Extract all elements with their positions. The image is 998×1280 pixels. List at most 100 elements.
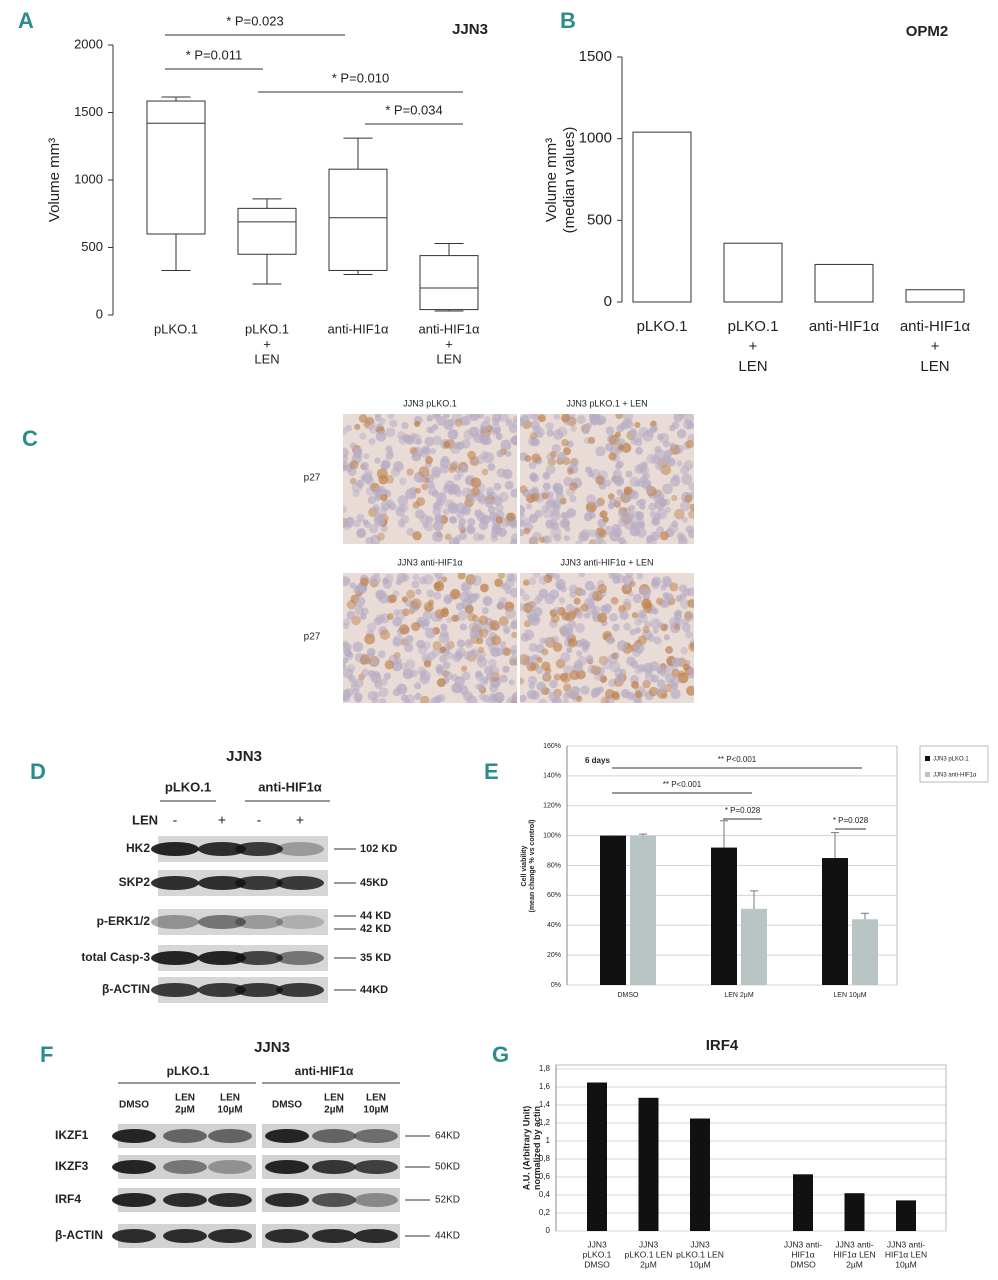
ihc-image (520, 414, 694, 544)
y-axis-label: A.U. (Arbitrary Unit) (521, 1106, 531, 1191)
cell (649, 661, 660, 672)
y-tick-label: 60% (547, 892, 561, 899)
band (151, 876, 199, 890)
cell (431, 466, 442, 477)
size-label: 35 KD (360, 952, 391, 964)
x-tick-label: anti-HIF1α (900, 318, 971, 335)
panel-letter: G (492, 1042, 509, 1067)
box (419, 255, 479, 311)
cell (614, 431, 621, 438)
band (276, 915, 324, 929)
cell (436, 492, 448, 504)
cell (569, 495, 577, 503)
blot-title: JJN3 (226, 748, 262, 765)
cell (563, 683, 572, 692)
cell (397, 504, 406, 513)
image-label: JJN3 pLKO.1 + LEN (566, 398, 647, 408)
cell (465, 638, 473, 646)
cell (685, 630, 694, 639)
cell (616, 640, 628, 651)
band (276, 951, 324, 965)
cell (578, 573, 586, 578)
cell (679, 500, 691, 512)
cell (618, 516, 629, 527)
cell (373, 617, 382, 626)
cell (570, 425, 578, 432)
cell (650, 531, 660, 541)
cell (631, 680, 640, 689)
cell (523, 629, 535, 641)
cell (432, 531, 444, 543)
cell (502, 625, 511, 633)
row-label: total Casp-3 (81, 950, 150, 964)
cell (639, 465, 650, 475)
y-tick-label: 1,8 (539, 1064, 551, 1073)
cell (670, 688, 681, 700)
cell (511, 434, 517, 443)
cell (422, 641, 431, 650)
cell (389, 419, 398, 428)
bar (793, 1174, 813, 1231)
cell (464, 498, 474, 508)
cell (544, 593, 556, 605)
whisker-lower (252, 254, 282, 285)
x-tick-label: DMSO (618, 992, 640, 999)
cell (415, 588, 422, 595)
significance-label: ** P<0.001 (663, 780, 702, 789)
cell (622, 414, 634, 422)
error-bar (639, 833, 647, 836)
size-label: 44KD (360, 984, 388, 996)
cell (607, 502, 615, 510)
cell (548, 691, 559, 702)
cell (406, 635, 414, 642)
y-axis-label: normalized by actin (532, 1106, 542, 1190)
cell (487, 506, 496, 514)
cell (502, 647, 512, 656)
cell (565, 690, 573, 697)
cell (683, 460, 694, 471)
cell (367, 495, 377, 505)
band (198, 876, 246, 890)
cell (531, 486, 539, 494)
error-bar (831, 832, 839, 859)
cell (414, 682, 422, 690)
cell (446, 651, 454, 660)
cell (424, 604, 434, 613)
cell (436, 678, 446, 688)
cell (443, 440, 451, 449)
ihc-image (343, 573, 517, 703)
cell (343, 521, 352, 531)
cell (597, 584, 607, 594)
band (235, 983, 283, 997)
cell (569, 482, 578, 491)
cell (363, 521, 372, 529)
cell (380, 493, 388, 502)
band (112, 1129, 156, 1143)
cell (591, 691, 598, 699)
cell (397, 495, 409, 506)
band (112, 1160, 156, 1174)
cell (485, 672, 494, 681)
x-tick-label: + (263, 336, 271, 351)
cell (678, 670, 686, 678)
band (235, 876, 283, 890)
cell (588, 414, 597, 420)
cell (532, 438, 540, 447)
cell (465, 574, 477, 585)
cell (625, 420, 634, 429)
cell (585, 501, 597, 513)
cell (614, 496, 622, 504)
cell (522, 593, 530, 602)
cell (673, 623, 681, 631)
bar (638, 1097, 659, 1231)
chart-title: IRF4 (706, 1037, 739, 1054)
x-tick-label: LEN 10µM (833, 992, 866, 999)
x-tick-label: anti-HIF1α (328, 321, 389, 336)
panel-letter: D (30, 759, 46, 784)
cell (580, 603, 589, 612)
cell (520, 528, 525, 537)
y-tick-label: 1000 (579, 130, 612, 147)
size-label: 44KD (435, 1231, 460, 1242)
size-label: 64KD (435, 1131, 460, 1142)
cell (595, 536, 603, 544)
